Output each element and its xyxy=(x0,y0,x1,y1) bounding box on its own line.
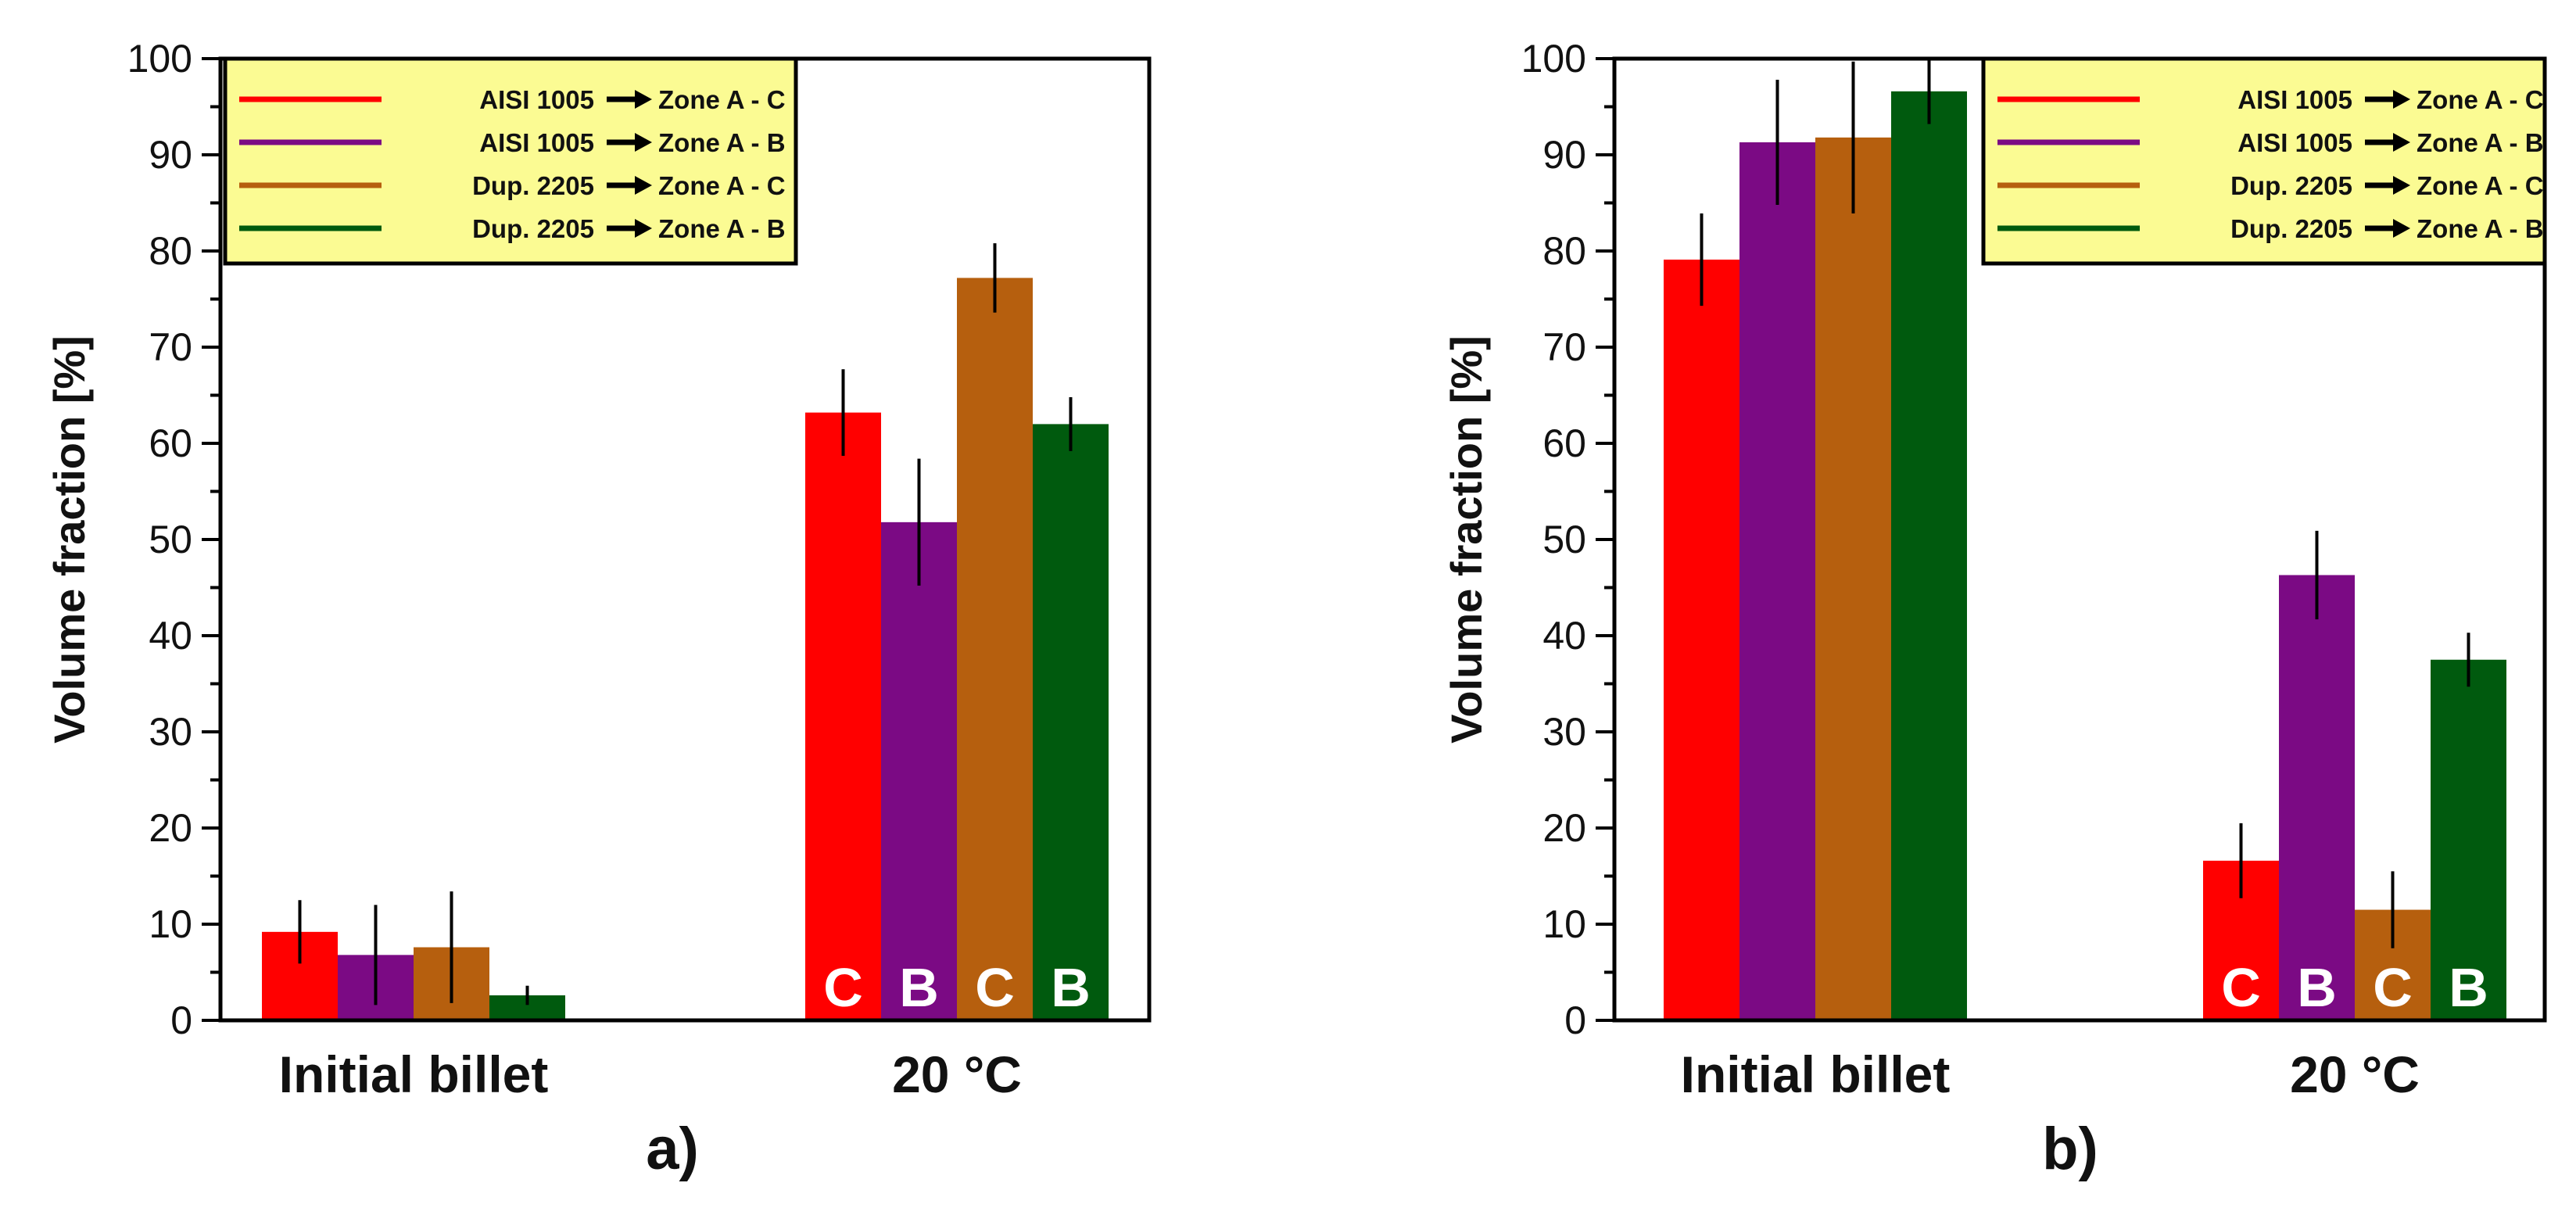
arrow-icon xyxy=(635,90,652,109)
legend-material-label: AISI 1005 xyxy=(2237,128,2352,157)
bar-1-initial-billet xyxy=(1664,260,1739,1020)
legend-material-label: Dup. 2205 xyxy=(2230,214,2352,243)
legend-material-label: Dup. 2205 xyxy=(472,171,594,200)
bar-1-20c xyxy=(805,412,881,1020)
y-axis-label: Volume fraction [%] xyxy=(45,335,94,744)
legend-zone-label: Zone A - B xyxy=(2417,128,2544,157)
panel-label: a) xyxy=(646,1116,699,1182)
y-tick-label: 90 xyxy=(149,133,192,177)
legend-material-label: AISI 1005 xyxy=(479,85,594,114)
y-tick-label: 30 xyxy=(149,710,192,754)
legend-zone-label: Zone A - B xyxy=(658,214,786,243)
arrow-icon xyxy=(2393,176,2410,195)
x-category-label: 20 °C xyxy=(892,1045,1022,1103)
y-tick-label: 30 xyxy=(1542,710,1586,754)
bar-4-20c xyxy=(1033,424,1109,1020)
bar-2-20c xyxy=(2279,575,2355,1020)
y-tick-label: 50 xyxy=(1542,518,1586,561)
y-tick-label: 80 xyxy=(1542,229,1586,273)
bar-4-initial-billet xyxy=(1891,91,1967,1021)
legend-material-label: Dup. 2205 xyxy=(2230,171,2352,200)
y-axis-label: Volume fraction [%] xyxy=(1442,335,1491,744)
arrow-icon xyxy=(2393,219,2410,238)
bar-letter-label: B xyxy=(2297,957,2337,1018)
legend-zone-label: Zone A - B xyxy=(2417,214,2544,243)
y-tick-label: 60 xyxy=(1542,421,1586,465)
y-tick-label: 90 xyxy=(1542,133,1586,177)
y-tick-label: 70 xyxy=(1542,325,1586,369)
bar-letter-label: C xyxy=(2373,957,2413,1018)
legend: AISI 1005 Zone A - C AISI 1005 Zone A - B Du… xyxy=(1981,56,2547,266)
bar-letter-label: B xyxy=(2449,957,2488,1018)
bar-4-20c xyxy=(2431,659,2506,1020)
y-tick-label: 0 xyxy=(170,998,192,1042)
bar-2-20c xyxy=(881,522,957,1020)
legend-zone-label: Zone A - C xyxy=(2417,171,2544,200)
bar-letter-label: C xyxy=(2221,957,2261,1018)
bar-letter-label: C xyxy=(975,957,1015,1018)
x-category-label: 20 °C xyxy=(2290,1045,2420,1103)
legend-material-label: AISI 1005 xyxy=(479,128,594,157)
legend-material-label: AISI 1005 xyxy=(2237,85,2352,114)
arrow-icon xyxy=(635,219,652,238)
y-tick-label: 0 xyxy=(1564,998,1586,1042)
y-tick-label: 80 xyxy=(149,229,192,273)
y-tick-label: 60 xyxy=(149,421,192,465)
legend-zone-label: Zone A - B xyxy=(658,128,786,157)
bar-letter-label: B xyxy=(899,957,939,1018)
y-tick-label: 100 xyxy=(127,37,192,81)
bar-letter-label: C xyxy=(823,957,863,1018)
bar-3-initial-billet xyxy=(1815,137,1891,1021)
x-category-label: Initial billet xyxy=(279,1045,549,1103)
legend-zone-label: Zone A - C xyxy=(658,171,786,200)
legend-zone-label: Zone A - C xyxy=(2417,85,2544,114)
x-category-label: Initial billet xyxy=(1681,1045,1951,1103)
y-tick-label: 10 xyxy=(1542,902,1586,946)
y-tick-label: 70 xyxy=(149,325,192,369)
y-tick-label: 10 xyxy=(149,902,192,946)
bar-3-20c xyxy=(957,278,1033,1020)
y-tick-label: 40 xyxy=(149,614,192,658)
arrow-icon xyxy=(635,133,652,152)
y-tick-label: 20 xyxy=(1542,806,1586,850)
legend-material-label: Dup. 2205 xyxy=(472,214,594,243)
y-tick-label: 40 xyxy=(1542,614,1586,658)
y-tick-label: 50 xyxy=(149,518,192,561)
legend-zone-label: Zone A - C xyxy=(658,85,786,114)
y-tick-label: 100 xyxy=(1521,37,1586,81)
arrow-icon xyxy=(2393,90,2410,109)
arrow-icon xyxy=(635,176,652,195)
panel-label: b) xyxy=(2042,1116,2098,1182)
bar-letter-label: B xyxy=(1051,957,1091,1018)
bar-2-initial-billet xyxy=(1739,142,1815,1020)
y-tick-label: 20 xyxy=(149,806,192,850)
arrow-icon xyxy=(2393,133,2410,152)
legend: AISI 1005 Zone A - C AISI 1005 Zone A - B Du… xyxy=(223,56,798,266)
